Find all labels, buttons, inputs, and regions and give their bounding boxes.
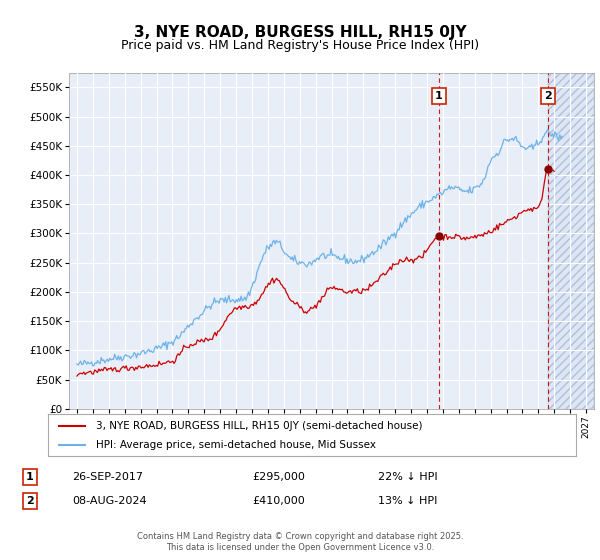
Text: 1: 1 [26,472,34,482]
Text: 26-SEP-2017: 26-SEP-2017 [72,472,143,482]
Text: 3, NYE ROAD, BURGESS HILL, RH15 0JY: 3, NYE ROAD, BURGESS HILL, RH15 0JY [134,25,466,40]
Text: 13% ↓ HPI: 13% ↓ HPI [378,496,437,506]
Text: Price paid vs. HM Land Registry's House Price Index (HPI): Price paid vs. HM Land Registry's House … [121,39,479,52]
Text: 3, NYE ROAD, BURGESS HILL, RH15 0JY (semi-detached house): 3, NYE ROAD, BURGESS HILL, RH15 0JY (sem… [95,421,422,431]
Text: £295,000: £295,000 [252,472,305,482]
Text: Contains HM Land Registry data © Crown copyright and database right 2025.
This d: Contains HM Land Registry data © Crown c… [137,532,463,552]
Text: HPI: Average price, semi-detached house, Mid Sussex: HPI: Average price, semi-detached house,… [95,440,376,450]
Text: £410,000: £410,000 [252,496,305,506]
Text: 2: 2 [544,91,552,101]
Text: 1: 1 [435,91,443,101]
Text: 22% ↓ HPI: 22% ↓ HPI [378,472,437,482]
Text: 2: 2 [26,496,34,506]
Text: 08-AUG-2024: 08-AUG-2024 [72,496,146,506]
Bar [548,73,594,409]
